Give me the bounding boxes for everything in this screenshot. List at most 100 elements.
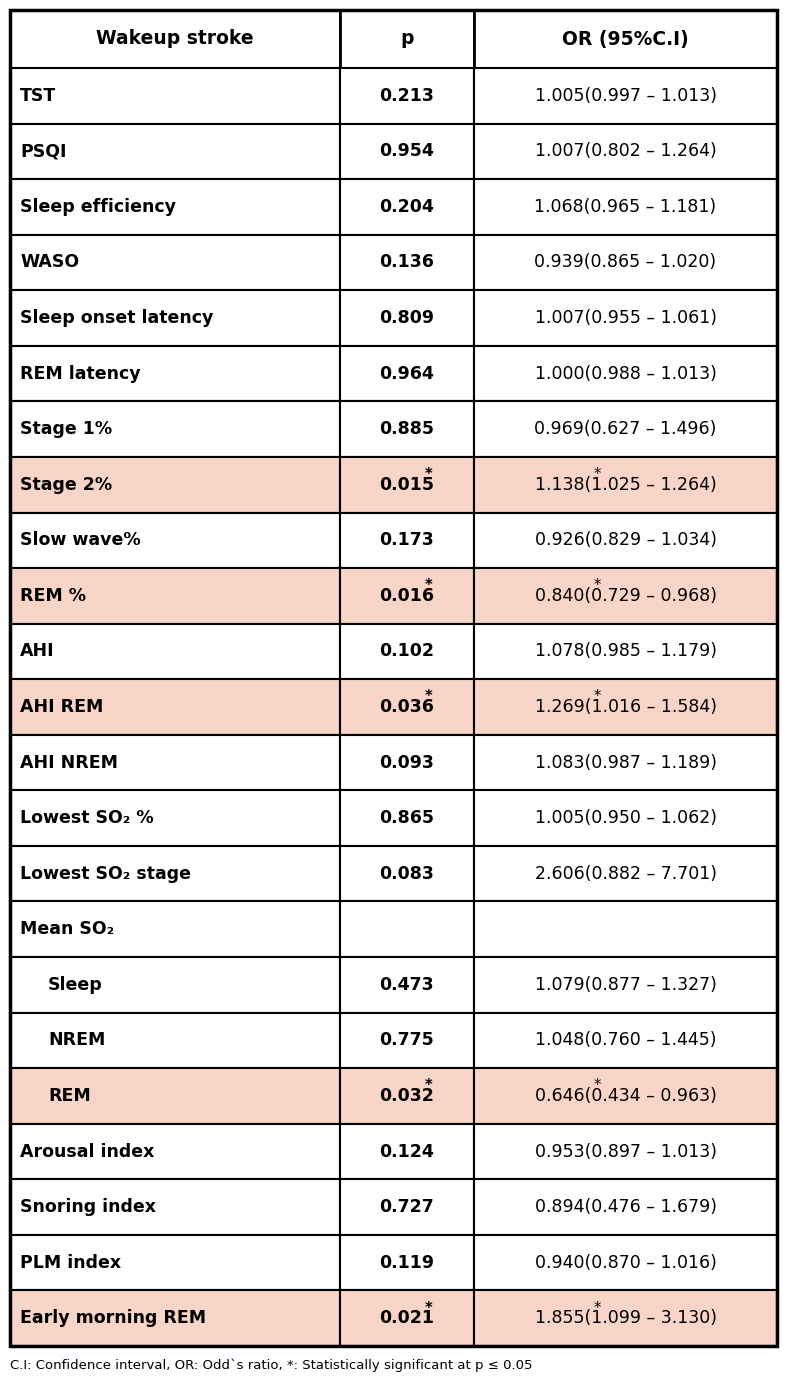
Bar bbox=[340, 567, 474, 624]
Text: 1.005(0.950 – 1.062): 1.005(0.950 – 1.062) bbox=[534, 810, 716, 828]
Text: 0.213: 0.213 bbox=[379, 87, 434, 105]
Text: Sleep efficiency: Sleep efficiency bbox=[20, 198, 176, 216]
Bar bbox=[340, 457, 474, 512]
Bar bbox=[474, 1235, 777, 1290]
Text: 0.727: 0.727 bbox=[379, 1199, 434, 1217]
Text: 1.005(0.997 – 1.013): 1.005(0.997 – 1.013) bbox=[534, 87, 716, 105]
Bar bbox=[474, 235, 777, 291]
Bar bbox=[474, 1290, 777, 1347]
Bar bbox=[474, 624, 777, 680]
Bar bbox=[474, 790, 777, 846]
Bar bbox=[10, 567, 340, 624]
Text: *: * bbox=[593, 1078, 601, 1093]
Text: REM latency: REM latency bbox=[20, 364, 141, 382]
Text: PLM index: PLM index bbox=[20, 1254, 121, 1272]
Text: REM: REM bbox=[48, 1086, 91, 1104]
Bar bbox=[340, 512, 474, 567]
Bar bbox=[474, 901, 777, 958]
Text: 1.078(0.985 – 1.179): 1.078(0.985 – 1.179) bbox=[534, 642, 716, 660]
Bar bbox=[10, 1013, 340, 1068]
Text: 0.093: 0.093 bbox=[379, 753, 434, 771]
Text: 1.269(1.016 – 1.584): 1.269(1.016 – 1.584) bbox=[534, 698, 716, 716]
Text: C.I: Confidence interval, OR: Odd`s ratio, *: Statistically significant at p ≤ 0: C.I: Confidence interval, OR: Odd`s rati… bbox=[10, 1358, 533, 1372]
Bar bbox=[340, 846, 474, 901]
Text: Arousal index: Arousal index bbox=[20, 1143, 154, 1161]
Text: 0.840(0.729 – 0.968): 0.840(0.729 – 0.968) bbox=[534, 587, 716, 605]
Text: *: * bbox=[424, 468, 432, 482]
Bar bbox=[10, 235, 340, 291]
Bar bbox=[10, 457, 340, 512]
Bar bbox=[10, 346, 340, 401]
Bar bbox=[10, 1124, 340, 1179]
Text: 1.138(1.025 – 1.264): 1.138(1.025 – 1.264) bbox=[534, 476, 716, 494]
Bar bbox=[340, 179, 474, 235]
Text: 0.964: 0.964 bbox=[379, 364, 434, 382]
Bar bbox=[10, 512, 340, 567]
Text: 0.940(0.870 – 1.016): 0.940(0.870 – 1.016) bbox=[534, 1254, 716, 1272]
Text: 1.007(0.802 – 1.264): 1.007(0.802 – 1.264) bbox=[534, 143, 716, 161]
Bar bbox=[10, 1235, 340, 1290]
Text: 1.007(0.955 – 1.061): 1.007(0.955 – 1.061) bbox=[534, 309, 716, 327]
Bar bbox=[10, 790, 340, 846]
Text: PSQI: PSQI bbox=[20, 143, 66, 161]
Text: 0.473: 0.473 bbox=[379, 976, 434, 994]
Text: 0.136: 0.136 bbox=[379, 253, 434, 271]
Bar bbox=[474, 346, 777, 401]
Bar bbox=[340, 1179, 474, 1235]
Text: *: * bbox=[593, 579, 601, 594]
Text: 0.646(0.434 – 0.963): 0.646(0.434 – 0.963) bbox=[534, 1086, 716, 1104]
Bar bbox=[474, 680, 777, 735]
Bar bbox=[10, 901, 340, 958]
Text: *: * bbox=[424, 689, 432, 704]
Bar bbox=[340, 68, 474, 123]
Text: 0.021: 0.021 bbox=[379, 1309, 434, 1327]
Text: 0.016: 0.016 bbox=[379, 587, 434, 605]
Bar bbox=[474, 179, 777, 235]
Bar bbox=[10, 291, 340, 346]
Text: 0.083: 0.083 bbox=[379, 865, 434, 883]
Bar bbox=[474, 68, 777, 123]
Text: *: * bbox=[424, 579, 432, 594]
Text: OR (95%C.I): OR (95%C.I) bbox=[562, 29, 689, 48]
Text: 0.102: 0.102 bbox=[379, 642, 434, 660]
Text: 0.939(0.865 – 1.020): 0.939(0.865 – 1.020) bbox=[534, 253, 717, 271]
Bar bbox=[340, 958, 474, 1013]
Text: Mean SO₂: Mean SO₂ bbox=[20, 920, 114, 938]
Bar bbox=[10, 68, 340, 123]
Text: REM %: REM % bbox=[20, 587, 86, 605]
Text: 0.926(0.829 – 1.034): 0.926(0.829 – 1.034) bbox=[534, 531, 716, 549]
Text: 0.204: 0.204 bbox=[379, 198, 434, 216]
Bar bbox=[340, 1290, 474, 1347]
Bar bbox=[474, 457, 777, 512]
Text: 0.954: 0.954 bbox=[379, 143, 434, 161]
Text: 0.173: 0.173 bbox=[379, 531, 434, 549]
Text: WASO: WASO bbox=[20, 253, 79, 271]
Text: *: * bbox=[593, 468, 601, 482]
Text: 1.048(0.760 – 1.445): 1.048(0.760 – 1.445) bbox=[535, 1031, 716, 1049]
Bar bbox=[474, 291, 777, 346]
Bar bbox=[340, 123, 474, 179]
Text: AHI: AHI bbox=[20, 642, 54, 660]
Text: NREM: NREM bbox=[48, 1031, 105, 1049]
Text: TST: TST bbox=[20, 87, 56, 105]
Text: 0.894(0.476 – 1.679): 0.894(0.476 – 1.679) bbox=[534, 1199, 716, 1217]
Text: 0.119: 0.119 bbox=[379, 1254, 434, 1272]
Bar bbox=[340, 790, 474, 846]
Bar bbox=[10, 401, 340, 457]
Text: 1.068(0.965 – 1.181): 1.068(0.965 – 1.181) bbox=[534, 198, 717, 216]
Text: 0.969(0.627 – 1.496): 0.969(0.627 – 1.496) bbox=[534, 421, 717, 439]
Text: 0.032: 0.032 bbox=[379, 1086, 434, 1104]
Text: Lowest SO₂ stage: Lowest SO₂ stage bbox=[20, 865, 191, 883]
Bar bbox=[474, 1013, 777, 1068]
Text: *: * bbox=[424, 1301, 432, 1316]
Bar bbox=[10, 10, 340, 68]
Bar bbox=[474, 1068, 777, 1124]
Text: 1.855(1.099 – 3.130): 1.855(1.099 – 3.130) bbox=[534, 1309, 716, 1327]
Text: Sleep onset latency: Sleep onset latency bbox=[20, 309, 213, 327]
Bar bbox=[474, 123, 777, 179]
Bar bbox=[340, 735, 474, 790]
Bar bbox=[340, 346, 474, 401]
Bar bbox=[340, 1124, 474, 1179]
Bar bbox=[474, 401, 777, 457]
Bar bbox=[10, 1068, 340, 1124]
